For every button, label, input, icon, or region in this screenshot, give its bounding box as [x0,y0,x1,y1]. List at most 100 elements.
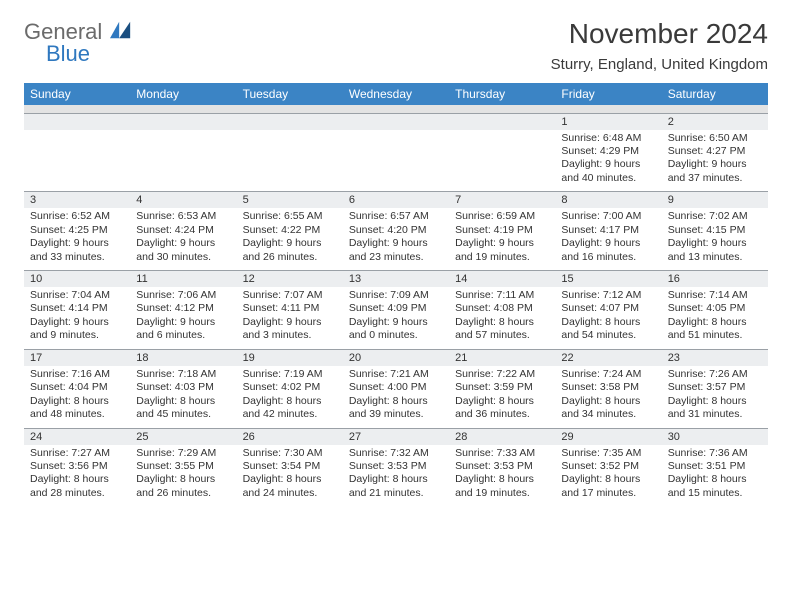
sunset-text: Sunset: 3:56 PM [30,460,124,473]
day-detail-cell: Sunrise: 6:59 AMSunset: 4:19 PMDaylight:… [449,208,555,270]
daylight-text: and 15 minutes. [668,487,762,500]
sunset-text: Sunset: 4:08 PM [455,302,549,315]
day-number-cell: 2 [662,113,768,130]
sunset-text: Sunset: 4:14 PM [30,302,124,315]
weekday-header: Monday [130,83,236,105]
day-detail-cell [343,130,449,192]
sunset-text: Sunset: 4:17 PM [561,224,655,237]
sunrise-text: Sunrise: 6:57 AM [349,210,443,223]
sunrise-text: Sunrise: 7:22 AM [455,368,549,381]
daylight-text: Daylight: 8 hours [668,316,762,329]
day-detail-cell: Sunrise: 6:55 AMSunset: 4:22 PMDaylight:… [237,208,343,270]
sunrise-text: Sunrise: 7:07 AM [243,289,337,302]
daylight-text: and 19 minutes. [455,487,549,500]
sunrise-text: Sunrise: 7:36 AM [668,447,762,460]
sunrise-text: Sunrise: 7:33 AM [455,447,549,460]
day-detail-cell: Sunrise: 7:00 AMSunset: 4:17 PMDaylight:… [555,208,661,270]
daylight-text: Daylight: 8 hours [349,395,443,408]
daylight-text: Daylight: 8 hours [243,473,337,486]
separator-row [24,105,768,113]
weekday-header: Tuesday [237,83,343,105]
day-detail-cell: Sunrise: 7:36 AMSunset: 3:51 PMDaylight:… [662,445,768,507]
sunset-text: Sunset: 4:25 PM [30,224,124,237]
sunrise-text: Sunrise: 6:50 AM [668,132,762,145]
sunrise-text: Sunrise: 7:26 AM [668,368,762,381]
location-subtitle: Sturry, England, United Kingdom [551,56,768,73]
day-detail-cell: Sunrise: 7:30 AMSunset: 3:54 PMDaylight:… [237,445,343,507]
sunrise-text: Sunrise: 7:21 AM [349,368,443,381]
day-number-cell: 14 [449,271,555,288]
daylight-text: Daylight: 9 hours [243,237,337,250]
day-detail-cell: Sunrise: 7:33 AMSunset: 3:53 PMDaylight:… [449,445,555,507]
day-number-cell: 24 [24,428,130,445]
daylight-text: and 39 minutes. [349,408,443,421]
daylight-text: and 40 minutes. [561,172,655,185]
day-number-cell: 6 [343,192,449,209]
brand-word-2: Blue [46,41,132,67]
day-number-cell: 29 [555,428,661,445]
day-number-cell: 19 [237,349,343,366]
daylight-text: and 0 minutes. [349,329,443,342]
daylight-text: and 54 minutes. [561,329,655,342]
daylight-text: and 13 minutes. [668,251,762,264]
daylight-text: Daylight: 8 hours [561,316,655,329]
daylight-text: and 31 minutes. [668,408,762,421]
day-number-cell: 22 [555,349,661,366]
sunrise-text: Sunrise: 7:00 AM [561,210,655,223]
sunset-text: Sunset: 3:59 PM [455,381,549,394]
sunrise-text: Sunrise: 7:18 AM [136,368,230,381]
sunset-text: Sunset: 4:29 PM [561,145,655,158]
day-detail-cell: Sunrise: 7:04 AMSunset: 4:14 PMDaylight:… [24,287,130,349]
sunset-text: Sunset: 4:12 PM [136,302,230,315]
sunrise-text: Sunrise: 7:16 AM [30,368,124,381]
day-detail-cell: Sunrise: 6:52 AMSunset: 4:25 PMDaylight:… [24,208,130,270]
daylight-text: Daylight: 9 hours [349,237,443,250]
logo-triangles-icon [110,21,132,39]
daylight-text: Daylight: 8 hours [243,395,337,408]
day-number-cell [449,113,555,130]
sunrise-text: Sunrise: 7:35 AM [561,447,655,460]
detail-row: Sunrise: 7:27 AMSunset: 3:56 PMDaylight:… [24,445,768,507]
daylight-text: Daylight: 8 hours [30,473,124,486]
daylight-text: Daylight: 9 hours [136,237,230,250]
day-detail-cell: Sunrise: 7:02 AMSunset: 4:15 PMDaylight:… [662,208,768,270]
weekday-header: Wednesday [343,83,449,105]
weekday-header: Friday [555,83,661,105]
calendar-header-row: Sunday Monday Tuesday Wednesday Thursday… [24,83,768,105]
day-detail-cell: Sunrise: 7:06 AMSunset: 4:12 PMDaylight:… [130,287,236,349]
day-number-cell: 12 [237,271,343,288]
daylight-text: and 28 minutes. [30,487,124,500]
sunrise-text: Sunrise: 7:27 AM [30,447,124,460]
sunset-text: Sunset: 3:51 PM [668,460,762,473]
day-number-cell [24,113,130,130]
sunrise-text: Sunrise: 6:52 AM [30,210,124,223]
day-detail-cell: Sunrise: 7:14 AMSunset: 4:05 PMDaylight:… [662,287,768,349]
day-number-cell: 4 [130,192,236,209]
page-header: General Blue November 2024 Sturry, Engla… [24,18,768,73]
day-detail-cell [24,130,130,192]
daylight-text: and 9 minutes. [30,329,124,342]
daynum-row: 17181920212223 [24,349,768,366]
sunrise-text: Sunrise: 7:32 AM [349,447,443,460]
day-detail-cell [237,130,343,192]
calendar-table: Sunday Monday Tuesday Wednesday Thursday… [24,83,768,507]
daylight-text: and 23 minutes. [349,251,443,264]
daylight-text: and 42 minutes. [243,408,337,421]
sunrise-text: Sunrise: 7:09 AM [349,289,443,302]
day-detail-cell: Sunrise: 7:12 AMSunset: 4:07 PMDaylight:… [555,287,661,349]
daylight-text: Daylight: 8 hours [455,395,549,408]
daylight-text: Daylight: 9 hours [30,237,124,250]
daylight-text: Daylight: 8 hours [561,395,655,408]
daylight-text: Daylight: 9 hours [136,316,230,329]
day-number-cell: 1 [555,113,661,130]
day-detail-cell: Sunrise: 7:27 AMSunset: 3:56 PMDaylight:… [24,445,130,507]
day-number-cell: 3 [24,192,130,209]
brand-text: General Blue [24,18,132,67]
day-number-cell: 27 [343,428,449,445]
detail-row: Sunrise: 6:52 AMSunset: 4:25 PMDaylight:… [24,208,768,270]
day-detail-cell [130,130,236,192]
daylight-text: and 6 minutes. [136,329,230,342]
sunset-text: Sunset: 4:07 PM [561,302,655,315]
day-detail-cell: Sunrise: 7:07 AMSunset: 4:11 PMDaylight:… [237,287,343,349]
sunrise-text: Sunrise: 7:06 AM [136,289,230,302]
